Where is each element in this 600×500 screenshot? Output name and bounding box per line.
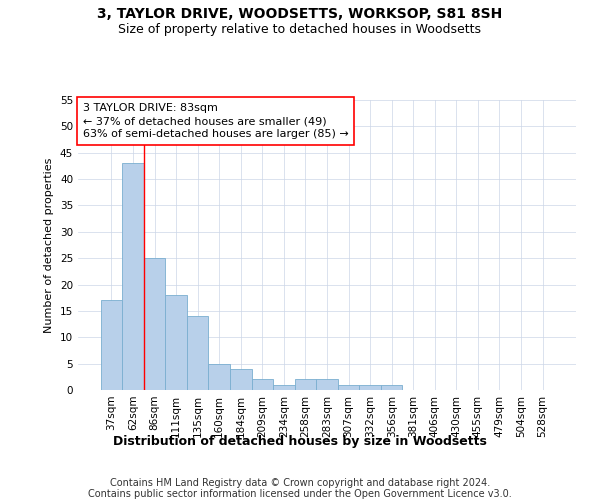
Bar	[208, 364, 230, 390]
Bar	[101, 300, 122, 390]
Bar	[316, 380, 338, 390]
Bar	[144, 258, 166, 390]
Bar	[166, 295, 187, 390]
Bar	[295, 380, 316, 390]
Bar	[273, 384, 295, 390]
Bar	[381, 384, 403, 390]
Bar	[187, 316, 208, 390]
Bar	[122, 164, 144, 390]
Bar	[359, 384, 381, 390]
Text: Size of property relative to detached houses in Woodsetts: Size of property relative to detached ho…	[119, 22, 482, 36]
Text: Distribution of detached houses by size in Woodsetts: Distribution of detached houses by size …	[113, 435, 487, 448]
Text: Contains HM Land Registry data © Crown copyright and database right 2024.: Contains HM Land Registry data © Crown c…	[110, 478, 490, 488]
Bar	[338, 384, 359, 390]
Y-axis label: Number of detached properties: Number of detached properties	[44, 158, 55, 332]
Text: 3, TAYLOR DRIVE, WOODSETTS, WORKSOP, S81 8SH: 3, TAYLOR DRIVE, WOODSETTS, WORKSOP, S81…	[97, 8, 503, 22]
Bar	[251, 380, 273, 390]
Text: 3 TAYLOR DRIVE: 83sqm
← 37% of detached houses are smaller (49)
63% of semi-deta: 3 TAYLOR DRIVE: 83sqm ← 37% of detached …	[83, 103, 349, 140]
Bar	[230, 369, 251, 390]
Text: Contains public sector information licensed under the Open Government Licence v3: Contains public sector information licen…	[88, 489, 512, 499]
